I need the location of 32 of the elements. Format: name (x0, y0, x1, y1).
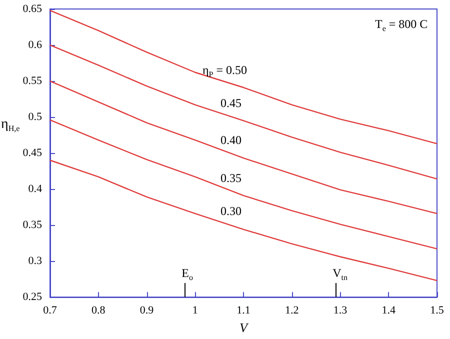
x-axis-title: V (240, 320, 250, 335)
x-tick-label: 0.7 (43, 304, 58, 317)
series-label: η$_{P}$ = 0.50 (202, 62, 248, 78)
line-series (49, 80, 438, 214)
y-tick-label: 0.25 (22, 291, 42, 304)
y-tick-label: 0.4 (28, 183, 42, 196)
x-tick-label: 1.1 (236, 304, 250, 317)
x-tick-label: 0.8 (92, 304, 106, 317)
series-label: 0.35 (220, 170, 242, 185)
x-tick-label: 1 (192, 304, 198, 317)
y-tick-label: 0.5 (28, 111, 42, 124)
y-tick-label: 0.45 (22, 147, 42, 160)
series-label: 0.45 (220, 96, 242, 110)
y-tick-label: 0.55 (22, 75, 42, 88)
y-tick-label: 0.3 (28, 255, 42, 268)
y-tick-label: 0.35 (22, 219, 42, 232)
x-tick-label: 1.2 (285, 304, 299, 317)
series-label: 0.40 (220, 133, 242, 148)
y-tick-label: 0.65 (22, 3, 42, 15)
x-tick-label: 1.4 (382, 304, 396, 317)
y-axis-title: η$_{H,e}$ (1, 117, 20, 133)
x-tick-label: 1.5 (430, 304, 444, 317)
annotation: T$_{e}$ = 800 C (375, 17, 428, 33)
series-label: 0.30 (220, 204, 242, 218)
y-tick-label: 0.6 (28, 39, 42, 52)
annotation: V$_{tn}$ (332, 266, 348, 282)
line-series (49, 119, 438, 250)
line-series (49, 10, 438, 144)
x-tick-label: 0.9 (140, 304, 154, 317)
x-tick-label: 1.3 (333, 304, 348, 317)
annotation: E$_{o}$ (182, 266, 194, 282)
line-series (49, 160, 438, 282)
